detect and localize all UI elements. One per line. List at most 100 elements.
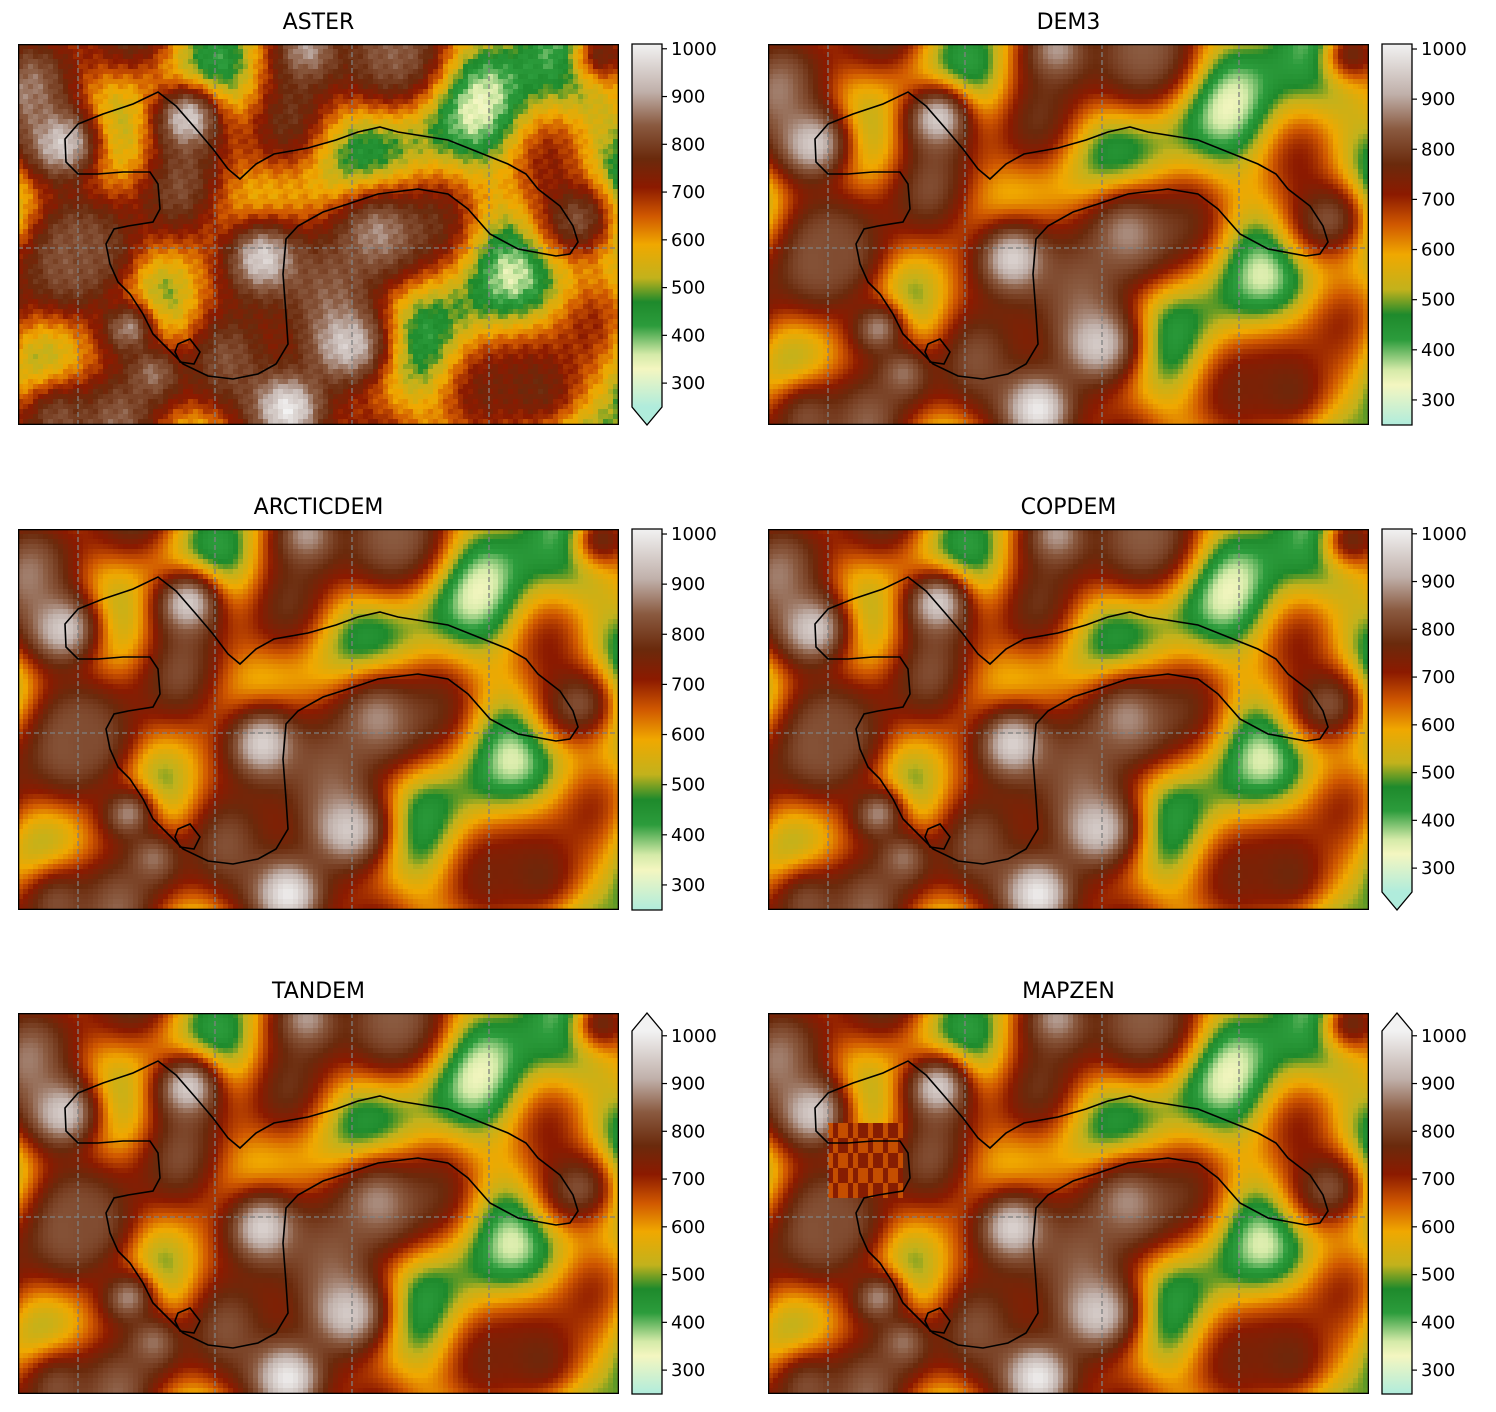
elevation-cell (43, 129, 49, 135)
elevation-cell (303, 194, 309, 200)
elevation-cell (538, 149, 544, 155)
elevation-cell (358, 184, 364, 190)
elevation-cell (513, 134, 519, 140)
elevation-cell (153, 204, 159, 210)
elevation-cell (563, 179, 569, 185)
elevation-cell (108, 64, 114, 70)
elevation-cell (88, 214, 94, 220)
elevation-cell (303, 119, 309, 125)
elevation-cell (503, 179, 509, 185)
elevation-cell (493, 129, 499, 135)
elevation-cell (38, 89, 44, 95)
elevation-cell (543, 59, 549, 65)
elevation-cell (73, 224, 79, 230)
elevation-cell (273, 124, 279, 130)
elevation-cell (68, 104, 74, 110)
elevation-cell (303, 124, 309, 130)
elevation-cell (503, 139, 509, 145)
elevation-cell (328, 69, 334, 75)
elevation-cell (588, 99, 594, 105)
elevation-cell (348, 164, 354, 170)
elevation-cell (83, 144, 89, 150)
elevation-cell (258, 179, 264, 185)
elevation-cell (68, 89, 74, 95)
elevation-cell (343, 204, 349, 210)
elevation-cell (563, 124, 569, 130)
elevation-cell (363, 94, 369, 100)
elevation-cell (288, 239, 294, 245)
elevation-cell (513, 109, 519, 115)
elevation-cell (123, 84, 129, 90)
elevation-cell (433, 159, 439, 165)
elevation-cell (293, 79, 299, 85)
elevation-cell (308, 64, 314, 70)
elevation-cell (603, 69, 609, 75)
elevation-cell (613, 159, 619, 165)
elevation-cell (173, 139, 179, 145)
elevation-cell (338, 194, 344, 200)
elevation-cell (603, 64, 609, 70)
elevation-cell (358, 104, 364, 110)
elevation-cell (43, 164, 49, 170)
elevation-cell (458, 134, 464, 140)
elevation-cell (253, 184, 259, 190)
elevation-cell (238, 139, 244, 145)
elevation-cell (413, 209, 419, 215)
elevation-cell (168, 219, 174, 225)
elevation-cell (273, 99, 279, 105)
elevation-cell (558, 209, 564, 215)
elevation-cell (63, 169, 69, 175)
elevation-cell (493, 149, 499, 155)
elevation-cell (578, 239, 584, 245)
elevation-cell (213, 184, 219, 190)
elevation-cell (538, 154, 544, 160)
elevation-cell (178, 199, 184, 205)
elevation-cell (178, 74, 184, 80)
elevation-cell (198, 129, 204, 135)
elevation-cell (428, 214, 434, 220)
elevation-cell (238, 144, 244, 150)
elevation-cell (403, 199, 409, 205)
elevation-cell (448, 214, 454, 220)
elevation-cell (28, 239, 34, 245)
elevation-cell (483, 219, 489, 225)
elevation-cell (543, 189, 549, 195)
elevation-cell (23, 139, 29, 145)
elevation-cell (423, 124, 429, 130)
elevation-cell (113, 154, 119, 160)
elevation-cell (118, 129, 124, 135)
elevation-cell (413, 54, 419, 60)
elevation-cell (543, 174, 549, 180)
elevation-cell (238, 199, 244, 205)
elevation-cell (83, 204, 89, 210)
elevation-cell (443, 234, 449, 240)
elevation-cell (18, 144, 24, 150)
elevation-cell (398, 184, 404, 190)
elevation-cell (43, 224, 49, 230)
elevation-cell (593, 44, 599, 50)
elevation-cell (218, 224, 224, 230)
elevation-cell (243, 119, 249, 125)
elevation-cell (453, 44, 459, 50)
elevation-cell (113, 234, 119, 240)
elevation-cell (358, 209, 364, 215)
elevation-cell (563, 64, 569, 70)
elevation-cell (533, 69, 539, 75)
elevation-cell (153, 184, 159, 190)
elevation-cell (273, 84, 279, 90)
elevation-cell (473, 89, 479, 95)
elevation-cell (248, 84, 254, 90)
elevation-cell (543, 169, 549, 175)
elevation-cell (33, 154, 39, 160)
elevation-cell (78, 244, 84, 250)
elevation-cell (483, 104, 489, 110)
elevation-cell (438, 114, 444, 120)
elevation-cell (518, 54, 524, 60)
elevation-cell (583, 229, 589, 235)
elevation-cell (53, 189, 59, 195)
elevation-cell (218, 239, 224, 245)
elevation-cell (283, 144, 289, 150)
elevation-cell (323, 134, 329, 140)
elevation-cell (473, 49, 479, 55)
elevation-cell (138, 189, 144, 195)
